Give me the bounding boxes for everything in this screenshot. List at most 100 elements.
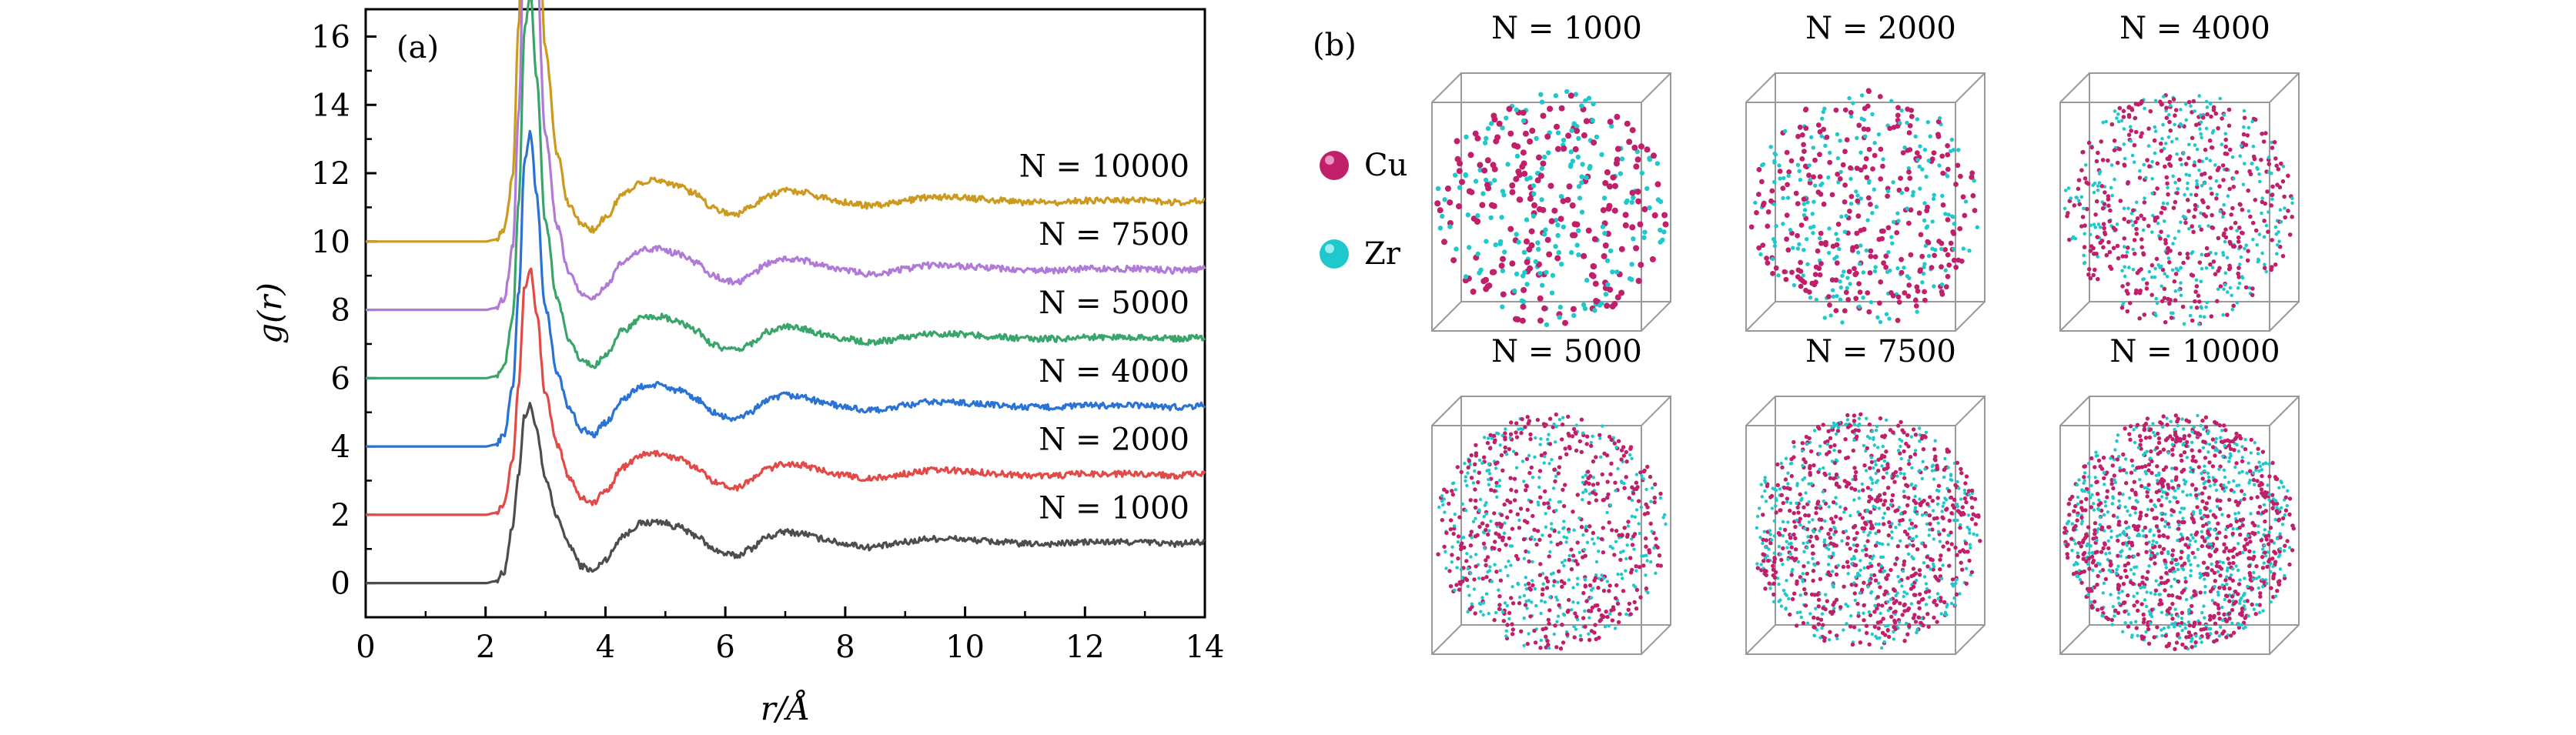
atom [1472,587,1477,591]
atom [2144,175,2148,180]
atom [2163,164,2167,169]
atom [1554,123,1560,130]
atom [1791,246,1795,250]
atom [1540,160,1547,167]
atom [2270,171,2273,175]
atom [1964,581,1969,586]
atom [1616,573,1620,576]
atom [1907,624,1912,629]
atom [1531,583,1535,588]
atom [2210,562,2213,566]
atom [2210,145,2215,150]
atom [1454,138,1460,145]
atom [2082,206,2086,211]
atom [2159,610,2164,614]
atom [2166,451,2170,455]
atom [1454,246,1459,252]
atom [2131,247,2135,252]
atom [1591,236,1598,242]
atom [1930,464,1934,469]
atom [1440,213,1445,219]
atom [1882,640,1886,644]
atom [1862,463,1867,468]
atom [2210,568,2214,573]
atom [1821,126,1827,132]
atom [1456,534,1461,539]
atom [2191,536,2195,540]
atom [2128,513,2132,517]
atom [1477,509,1482,513]
atom [2090,560,2096,565]
atom [1842,149,1848,155]
atom [2283,215,2287,220]
box-edge [1641,72,1671,103]
atom [1506,105,1513,112]
atom [1507,226,1514,232]
atom [1835,237,1840,242]
atom [2105,495,2109,499]
atom [1882,467,1887,472]
atom [1838,297,1843,302]
atom [1469,555,1473,559]
atom [1514,107,1519,112]
atom [2179,281,2183,285]
atom-cluster [1755,412,1982,650]
atom [1547,442,1553,446]
atom [2210,599,2214,603]
atom [1799,498,1804,502]
atom [2137,583,2142,587]
atom [1644,586,1649,591]
atom [2126,554,2132,560]
atom [1764,538,1768,543]
atom [1818,636,1822,640]
atom [1759,563,1763,566]
atom [1915,534,1919,539]
atom [1592,280,1599,287]
atom [1824,134,1830,140]
atom [2276,243,2280,247]
atom [1520,149,1527,156]
atom [1616,620,1621,625]
atom [2062,206,2067,211]
atom [2129,543,2135,548]
atom [1508,476,1513,480]
atom [1897,580,1902,583]
atom [1912,498,1916,503]
atom [2256,167,2260,171]
atom [2177,251,2183,256]
atom [1618,246,1625,252]
atom [1569,202,1576,209]
atom [2182,441,2186,446]
atom [1557,465,1562,469]
atom [1497,606,1502,611]
atom [2208,589,2213,593]
atom [2270,184,2275,189]
atom [2096,276,2100,282]
atom [1568,249,1574,256]
atom [2190,440,2194,444]
atom [1448,527,1454,532]
box-edge [1641,301,1671,332]
atom [2179,108,2183,112]
atom [1802,564,1806,569]
atom [2238,533,2243,537]
atom [1805,621,1810,625]
atom [1634,473,1639,476]
series-line-5 [366,0,1206,312]
atom [1527,550,1531,554]
atom [1950,478,1954,483]
atom [1835,633,1839,638]
atom [1910,193,1915,198]
atom [1608,472,1613,476]
atom [2201,560,2206,565]
atom [2135,216,2140,221]
atom [1570,434,1575,439]
atom [2247,563,2252,569]
atom [1604,169,1611,175]
atom [1844,603,1848,606]
atom [1898,601,1902,606]
atom [1845,286,1849,290]
atom [1748,224,1755,230]
atom [2206,626,2211,631]
atom [2132,238,2137,242]
